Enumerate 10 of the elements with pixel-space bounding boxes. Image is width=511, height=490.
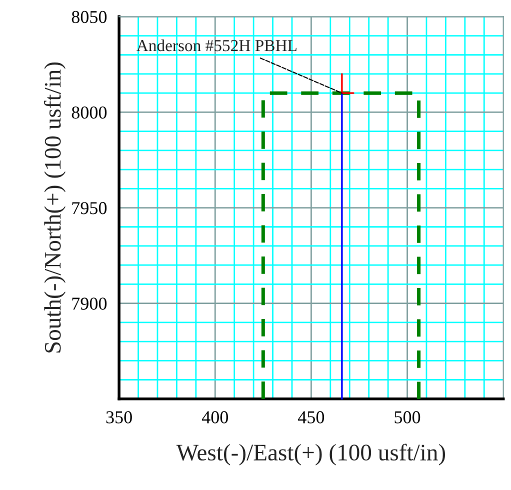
x-tick-label: 350: [106, 411, 132, 424]
y-tick-label: 7950: [72, 202, 107, 214]
y-tick-label: 7900: [72, 298, 107, 310]
x-tick-label: 400: [202, 411, 228, 424]
x-tick-label: 450: [298, 411, 324, 424]
y-axis-title: South(-)/North(+) (100 usft/in): [44, 62, 66, 353]
y-tick-label: 8050: [72, 10, 107, 24]
x-axis-title: West(-)/East(+) (100 usft/in): [176, 444, 446, 466]
y-tick-label: 8000: [72, 106, 107, 119]
x-tick-label: 500: [394, 411, 420, 424]
